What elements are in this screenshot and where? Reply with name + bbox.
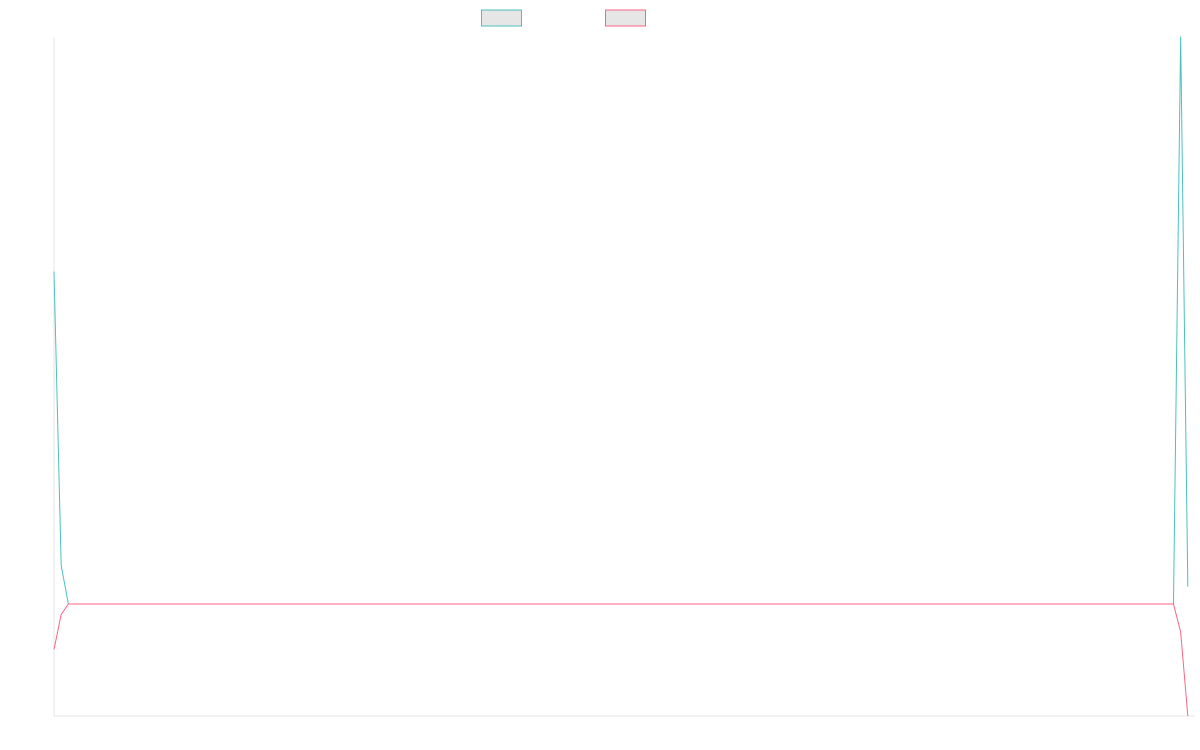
axes [53,37,1195,717]
legend [481,9,646,27]
legend-swatch-2[interactable] [605,9,646,27]
legend-swatch-1[interactable] [481,9,522,27]
series-line-1 [53,36,1189,605]
series-group [53,36,1189,717]
series-line-2 [53,603,1189,717]
